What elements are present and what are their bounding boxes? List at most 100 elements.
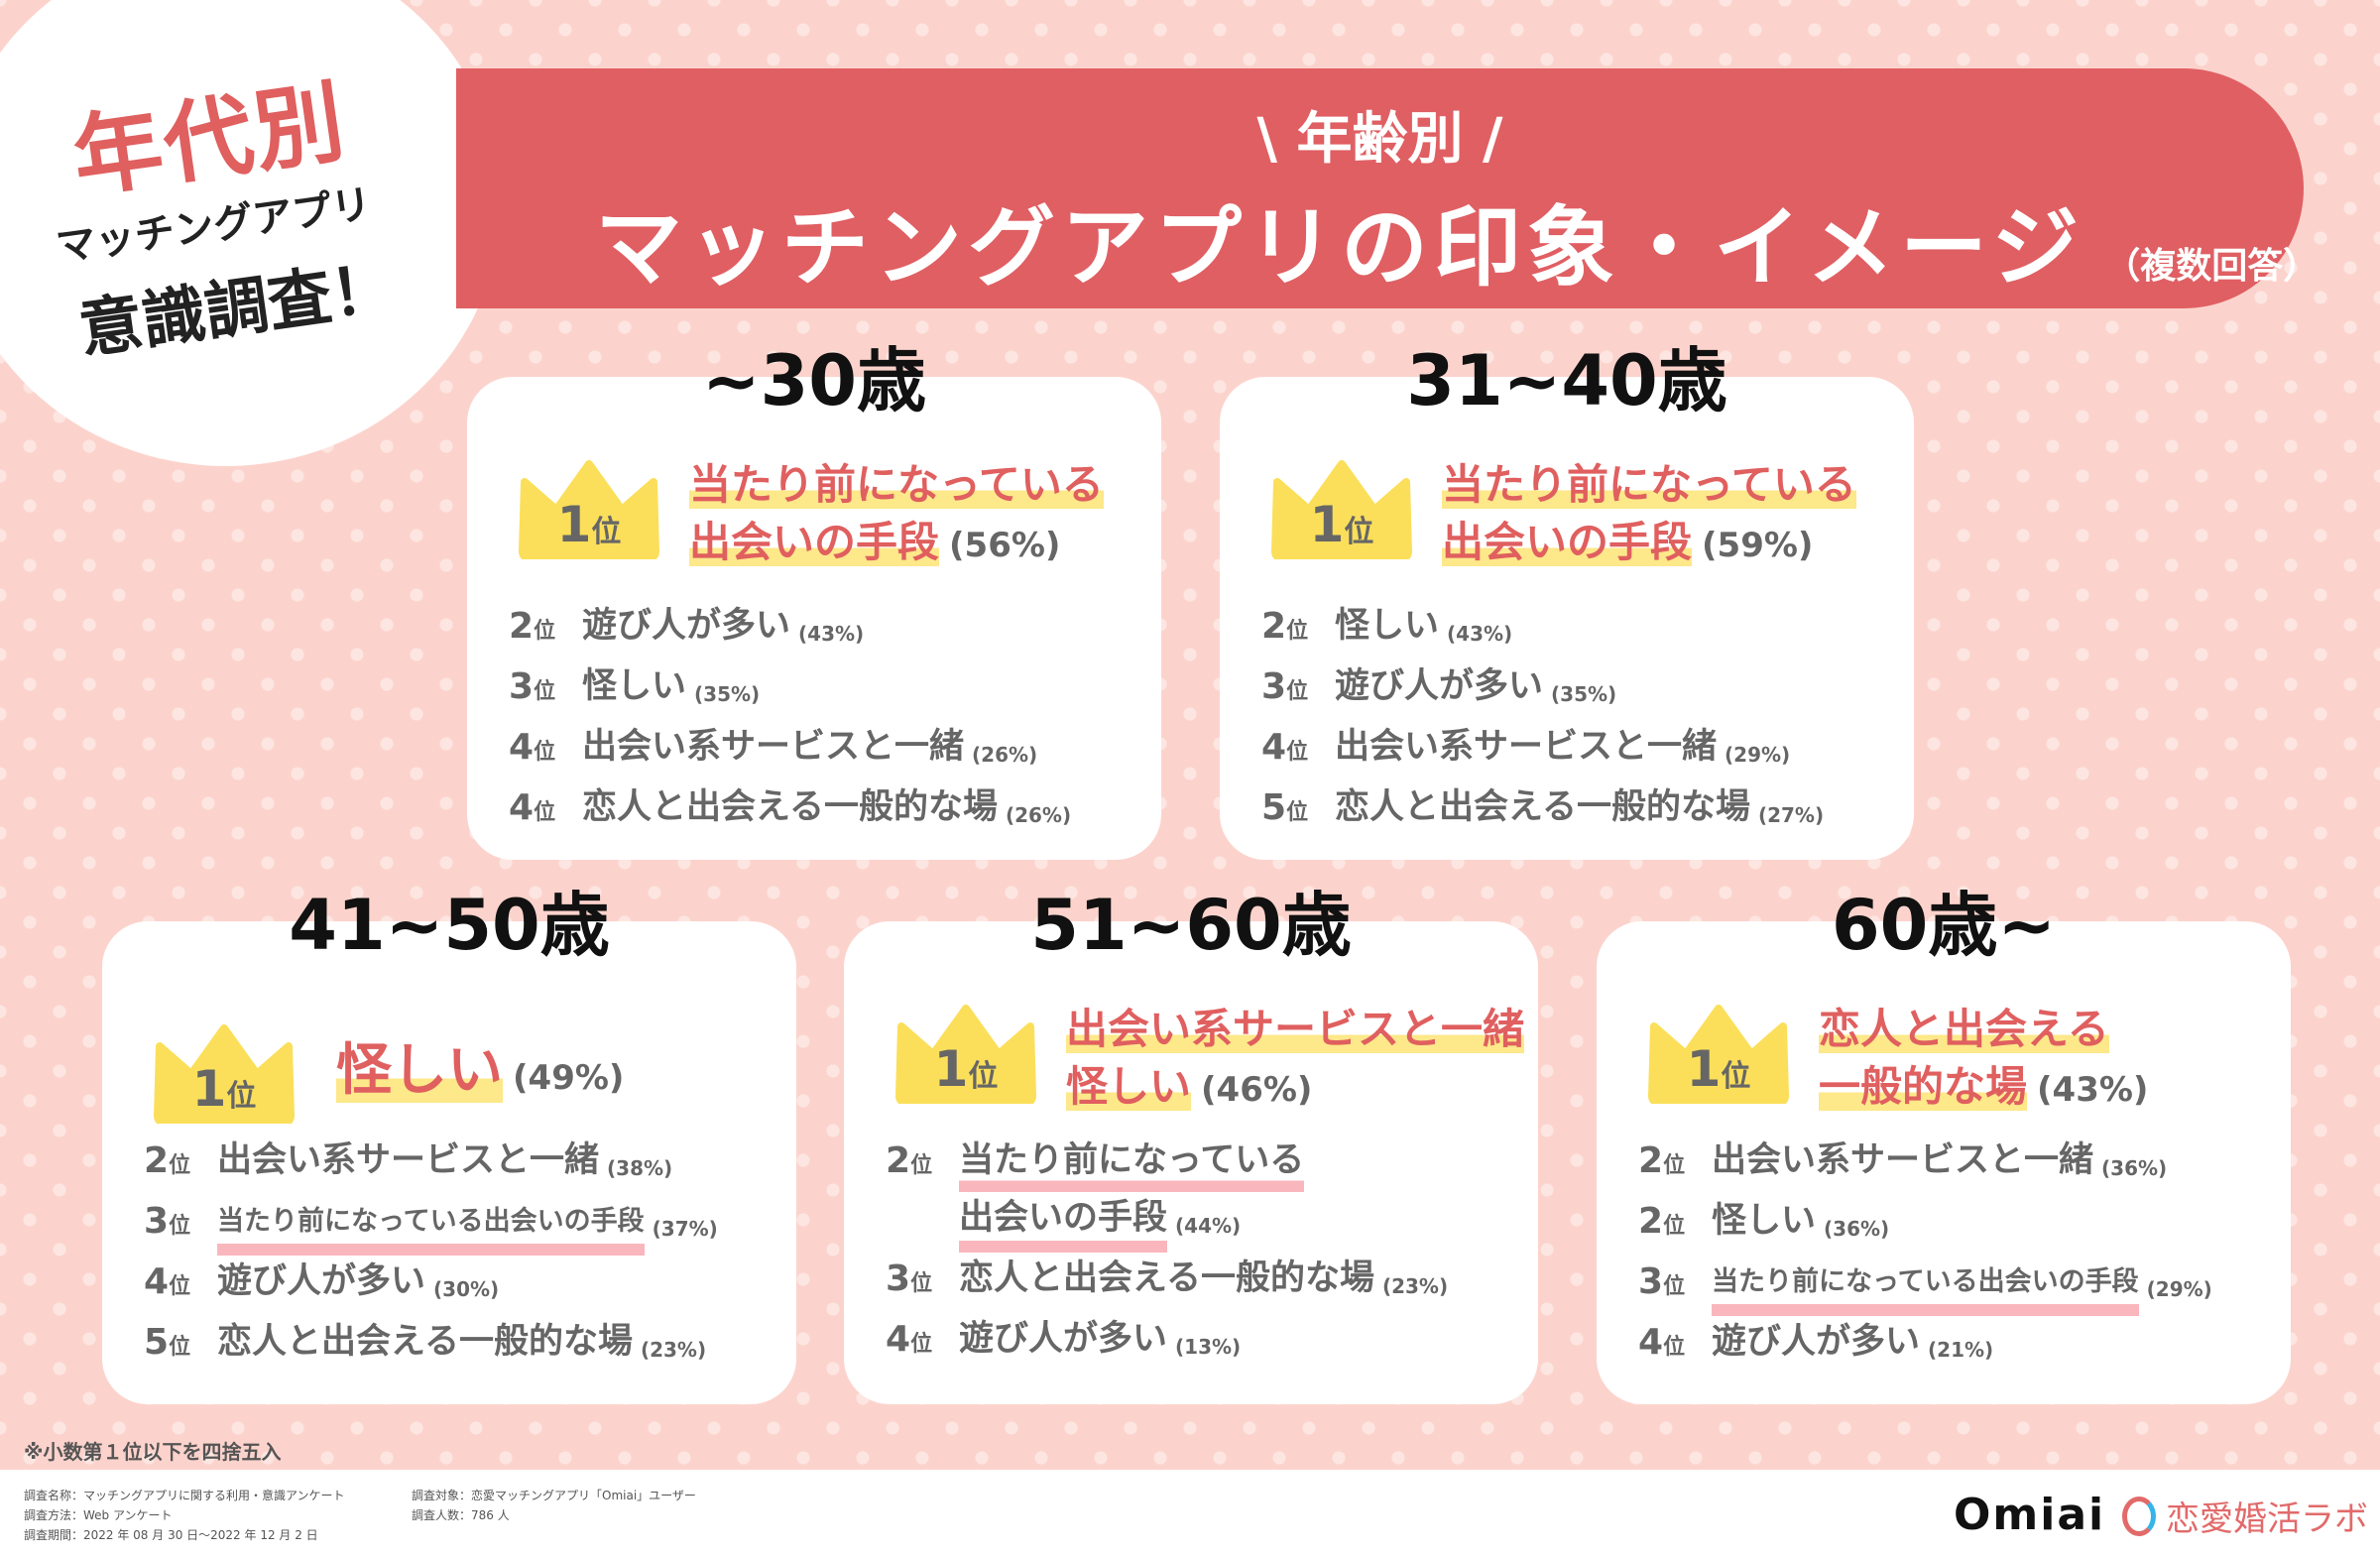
rank-percent: (26%): [972, 743, 1038, 767]
rank-label: 当たり前になっている出会いの手段: [1712, 1256, 2139, 1316]
rank-suffix: 位: [169, 1335, 191, 1360]
rank-suffix: 位: [1721, 1059, 1751, 1094]
first-place-text: 当たり前になっている 出会いの手段 (59%): [1442, 456, 1856, 574]
rank-suffix: 位: [1663, 1214, 1686, 1239]
header-banner: \ 年齢別 / マッチングアプリの印象・イメージ （複数回答）: [456, 68, 2319, 308]
first-place: 1位 当たり前になっている 出会いの手段 (59%): [1269, 456, 1856, 574]
banner-note: （複数回答）: [2104, 246, 2320, 287]
crown-icon: 1位: [152, 1024, 297, 1124]
age-title: 31~40歳: [1406, 340, 1727, 421]
rank-percent: (44%): [1175, 1214, 1242, 1238]
rank-number: 3: [144, 1201, 170, 1242]
rank-label: 出会い系サービスと一緒: [1712, 1140, 2094, 1180]
rank-suffix: 位: [169, 1153, 191, 1178]
rank-suffix: 位: [968, 1059, 999, 1094]
first-place-label: 一般的な場: [1819, 1062, 2028, 1111]
rank-badge: 4位: [886, 1313, 959, 1374]
omiai-logo: Omiai: [1954, 1490, 2106, 1540]
rank-badge: 5位: [144, 1316, 217, 1377]
rank-suffix: 位: [226, 1079, 257, 1114]
rank-suffix: 位: [534, 800, 556, 825]
rank-row: 2位 当たり前になっている: [886, 1135, 1448, 1192]
rank-suffix: 位: [169, 1274, 191, 1299]
first-place-label: 怪しい: [1066, 1062, 1192, 1111]
first-place-percent: (56%): [949, 526, 1061, 565]
rank-percent: (29%): [2146, 1277, 2212, 1301]
rank-badge: 5位: [1261, 781, 1335, 842]
first-place-label: 当たり前になっている: [689, 460, 1104, 509]
rank-row-continued: 出会いの手段 (44%): [886, 1192, 1448, 1253]
rank-number: 4: [1638, 1322, 1664, 1363]
rank-number: 4: [144, 1261, 170, 1302]
rank-list: 2位 遊び人が多い (43%) 3位 怪しい (35%) 4位 出会い系サービスと一緒 (26%…: [509, 600, 1071, 842]
first-place-percent: (49%): [513, 1058, 625, 1098]
survey-respondents: 調査人数：786 人: [412, 1508, 510, 1522]
age-title: ~30歳: [701, 340, 927, 421]
rank-label: 遊び人が多い: [1712, 1322, 1921, 1362]
rank-percent: (26%): [1005, 803, 1072, 827]
rank-percent: (37%): [652, 1217, 718, 1241]
rank-percent: (36%): [2101, 1156, 2168, 1180]
rank-label: 恋人と出会える一般的な場: [959, 1258, 1374, 1298]
crown-icon: 1位: [1269, 460, 1414, 559]
banner-title-wrap: マッチングアプリの印象・イメージ （複数回答）: [595, 178, 2319, 303]
rank-badge: 3位: [886, 1253, 959, 1313]
rank-suffix: 位: [1663, 1274, 1686, 1299]
rank-percent: (21%): [1928, 1338, 1994, 1362]
rank-suffix: 位: [169, 1214, 191, 1239]
first-place-label: 恋人と出会える: [1819, 1005, 2109, 1053]
rank-list: 2位 当たり前になっている 出会いの手段 (44%) 3位 恋人と出会える一般的な場 (23…: [886, 1135, 1448, 1374]
labo-logo-text: 恋愛婚活ラボ: [2166, 1499, 2368, 1539]
first-place-percent: (43%): [2037, 1070, 2149, 1110]
rank-number: 4: [1261, 727, 1287, 768]
first-place-label: 出会いの手段: [1442, 518, 1693, 566]
rank-number: 2: [886, 1140, 911, 1181]
rank-badge: 4位: [144, 1256, 217, 1316]
rank-suffix: 位: [1286, 740, 1309, 765]
first-place-label: 出会い系サービスと一緒: [1066, 1005, 1525, 1053]
rank-number: 2: [509, 606, 535, 647]
rank-row: 4位 遊び人が多い (21%): [1638, 1316, 2212, 1377]
rank-badge: 3位: [1261, 660, 1335, 721]
footnote: ※小数第１位以下を四捨五入: [24, 1440, 282, 1464]
rank-suffix: 位: [534, 619, 556, 644]
rank-list: 2位 出会い系サービスと一緒 (38%) 3位 当たり前になっている出会いの手段 (37%…: [144, 1135, 718, 1377]
first-place-text: 当たり前になっている 出会いの手段 (56%): [689, 456, 1104, 574]
rank-percent: (23%): [640, 1338, 707, 1362]
rank-row: 3位 当たり前になっている出会いの手段 (29%): [1638, 1256, 2212, 1316]
first-place-line: 出会い系サービスと一緒: [1066, 1001, 1525, 1058]
crown-rank-label: 1位: [152, 1060, 297, 1118]
rank-suffix: 位: [1344, 515, 1374, 549]
title-badge: [0, 0, 501, 466]
rank-row: 3位 当たり前になっている出会いの手段 (37%): [144, 1195, 718, 1256]
rank-badge: 2位: [1638, 1135, 1712, 1195]
survey-method: 調査方法：Web アンケート: [24, 1508, 173, 1522]
banner-subtitle: \ 年齢別 /: [1256, 107, 1503, 172]
survey-period: 調査期間：2022 年 08 月 30 日～2022 年 12 月 2 日: [24, 1528, 318, 1542]
rank-badge: 2位: [509, 600, 582, 660]
labo-logo: 恋愛婚活ラボ: [2122, 1492, 2368, 1540]
rank-percent: (38%): [607, 1156, 673, 1180]
rank-badge: 2位: [144, 1135, 217, 1195]
rank-label-line2: 出会いの手段: [959, 1192, 1168, 1253]
rank-number: 5: [1261, 787, 1287, 828]
rank-badge: 2位: [886, 1135, 959, 1192]
rank-label: 恋人と出会える一般的な場: [582, 787, 998, 827]
rank-label: 当たり前になっている出会いの手段: [217, 1195, 645, 1256]
crown-icon: 1位: [517, 460, 661, 559]
survey-meta-left: 調査名称：マッチングアプリに関する利用・意識アンケート 調査方法：Web アンケ…: [24, 1486, 345, 1545]
rank-badge: 4位: [509, 721, 582, 781]
rank-row: 2位 怪しい (43%): [1261, 600, 1824, 660]
rank-number: 3: [1638, 1261, 1664, 1302]
age-card: ~30歳 1位 当たり前になっている 出会いの手段 (56%) 2位 遊び人が多い (43%)…: [467, 340, 1161, 860]
rank-row: 5位 恋人と出会える一般的な場 (27%): [1261, 781, 1824, 842]
footer: 調査名称：マッチングアプリに関する利用・意識アンケート 調査方法：Web アンケ…: [0, 1470, 2380, 1557]
first-place-line: 一般的な場 (43%): [1819, 1058, 2148, 1119]
rank-number: 1: [1686, 1040, 1722, 1098]
spacer: [886, 1192, 959, 1253]
rank-label: 遊び人が多い: [217, 1261, 426, 1301]
first-place-text: 怪しい (49%): [336, 1038, 625, 1107]
first-place: 1位 当たり前になっている 出会いの手段 (56%): [517, 456, 1104, 574]
first-place-text: 恋人と出会える 一般的な場 (43%): [1819, 1001, 2148, 1119]
rank-row: 4位 遊び人が多い (30%): [144, 1256, 718, 1316]
